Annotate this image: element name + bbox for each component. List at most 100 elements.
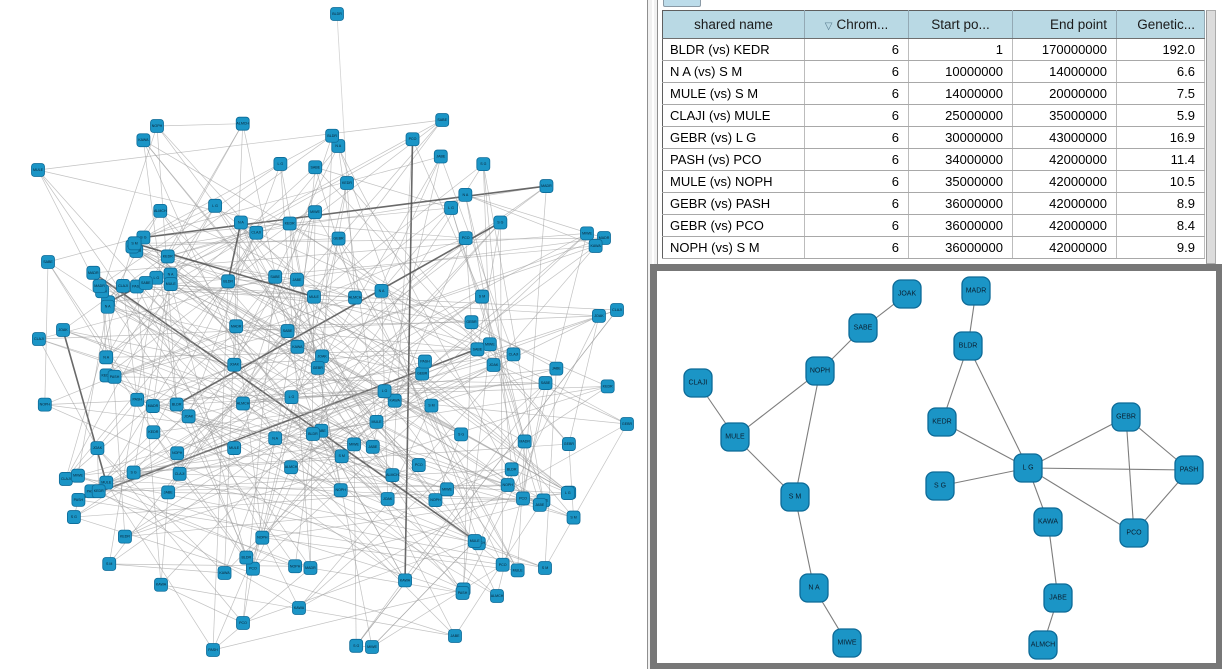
network-node[interactable]: [236, 396, 250, 411]
column-header-chrom[interactable]: ▽ Chrom...: [804, 10, 909, 39]
cell-shared-name[interactable]: NOPH (vs) S M: [662, 236, 805, 259]
network-node[interactable]: [532, 497, 547, 512]
network-node[interactable]: [549, 361, 564, 376]
network-edge[interactable]: [212, 567, 311, 651]
network-edge[interactable]: [1027, 467, 1190, 471]
network-edge[interactable]: [544, 368, 557, 569]
network-node[interactable]: [227, 357, 242, 372]
network-edge[interactable]: [233, 222, 242, 365]
network-edge[interactable]: [312, 222, 501, 435]
network-edge[interactable]: [939, 467, 1029, 487]
network-edge[interactable]: [280, 163, 311, 568]
cell-value[interactable]: 16.9: [1116, 126, 1205, 149]
network-node[interactable]: [493, 215, 508, 230]
network-edge[interactable]: [517, 441, 526, 571]
cell-value[interactable]: 5.9: [1116, 104, 1205, 127]
network-node[interactable]: [236, 616, 250, 630]
network-node[interactable]: [428, 493, 443, 507]
network-node[interactable]: [348, 290, 362, 305]
network-edge[interactable]: [167, 223, 290, 257]
network-node[interactable]: [1111, 402, 1141, 432]
cell-value[interactable]: 42000000: [1012, 170, 1117, 193]
network-node[interactable]: [560, 486, 575, 500]
network-edge[interactable]: [331, 135, 524, 499]
network-node[interactable]: [340, 176, 354, 190]
table-row[interactable]: PASH (vs) PCO 6 34000000 42000000 11.4: [662, 148, 1205, 171]
network-edge[interactable]: [156, 125, 178, 405]
network-node[interactable]: [500, 478, 515, 492]
network-edge[interactable]: [62, 329, 355, 445]
network-node[interactable]: [495, 557, 510, 572]
network-edge[interactable]: [371, 540, 475, 648]
network-node[interactable]: [799, 573, 829, 603]
table-row[interactable]: N A (vs) S M 6 10000000 14000000 6.6: [662, 60, 1205, 83]
network-edge[interactable]: [101, 125, 158, 292]
cell-value[interactable]: 25000000: [908, 104, 1013, 127]
network-node[interactable]: [561, 437, 576, 451]
cell-value[interactable]: 10000000: [908, 60, 1013, 83]
network-edge[interactable]: [38, 338, 244, 404]
table-row[interactable]: MULE (vs) S M 6 14000000 20000000 7.5: [662, 82, 1205, 105]
cell-shared-name[interactable]: GEBR (vs) PCO: [662, 214, 805, 237]
network-edge[interactable]: [404, 139, 414, 581]
network-edge[interactable]: [242, 390, 385, 404]
network-edge[interactable]: [93, 272, 456, 637]
network-node[interactable]: [172, 466, 187, 481]
network-edge[interactable]: [314, 212, 518, 571]
cell-value[interactable]: 42000000: [1012, 148, 1117, 171]
network-node[interactable]: [127, 236, 142, 251]
network-edge[interactable]: [105, 167, 316, 358]
cell-value[interactable]: 11.4: [1116, 148, 1205, 171]
network-node[interactable]: [424, 398, 439, 413]
network-edge[interactable]: [167, 256, 426, 362]
network-edge[interactable]: [145, 119, 443, 284]
network-edge[interactable]: [77, 302, 109, 476]
network-node[interactable]: [37, 397, 52, 412]
network-edge[interactable]: [465, 194, 596, 247]
network-edge[interactable]: [170, 283, 247, 558]
network-edge[interactable]: [188, 416, 247, 558]
network-edge[interactable]: [522, 383, 546, 499]
cell-value[interactable]: 7.5: [1116, 82, 1205, 105]
network-node[interactable]: [170, 446, 185, 461]
network-node[interactable]: [334, 449, 349, 464]
network-edge[interactable]: [168, 343, 490, 493]
network-edge[interactable]: [65, 205, 216, 480]
network-node[interactable]: [169, 397, 184, 412]
network-edge[interactable]: [137, 399, 574, 518]
cell-value[interactable]: 6.6: [1116, 60, 1205, 83]
network-edge[interactable]: [122, 285, 618, 311]
network-node[interactable]: [91, 484, 106, 499]
network-edge[interactable]: [109, 563, 296, 567]
network-edge[interactable]: [313, 163, 484, 298]
network-node[interactable]: [892, 279, 922, 309]
table-row[interactable]: MULE (vs) NOPH 6 35000000 42000000 10.5: [662, 170, 1205, 193]
network-edge[interactable]: [568, 444, 574, 518]
network-edge[interactable]: [252, 156, 442, 569]
network-node[interactable]: [610, 303, 624, 317]
network-node[interactable]: [961, 276, 991, 306]
network-edge[interactable]: [107, 306, 395, 402]
cell-value[interactable]: 6: [804, 38, 909, 61]
network-node[interactable]: [458, 231, 473, 245]
network-node[interactable]: [255, 530, 270, 545]
detail-network-canvas[interactable]: JOAK MADR SABE BLDR NOPH CLAJI MULE KEDR GEBR L G…: [657, 271, 1216, 663]
network-edge[interactable]: [431, 405, 518, 571]
network-node[interactable]: [100, 299, 115, 314]
network-node[interactable]: [310, 360, 325, 375]
cell-value[interactable]: 6: [804, 214, 909, 237]
network-node[interactable]: [1043, 583, 1073, 613]
network-node[interactable]: [145, 399, 160, 413]
network-node[interactable]: [71, 468, 85, 483]
network-node[interactable]: [720, 422, 750, 452]
network-edge[interactable]: [156, 123, 243, 127]
network-node[interactable]: [217, 566, 232, 580]
network-edge[interactable]: [481, 296, 544, 501]
network-node[interactable]: [538, 376, 553, 390]
network-edge[interactable]: [109, 563, 225, 574]
network-node[interactable]: [292, 601, 306, 615]
network-node[interactable]: [235, 116, 250, 131]
network-node[interactable]: [325, 128, 340, 143]
network-node[interactable]: [464, 315, 479, 330]
network-edge[interactable]: [132, 238, 339, 247]
